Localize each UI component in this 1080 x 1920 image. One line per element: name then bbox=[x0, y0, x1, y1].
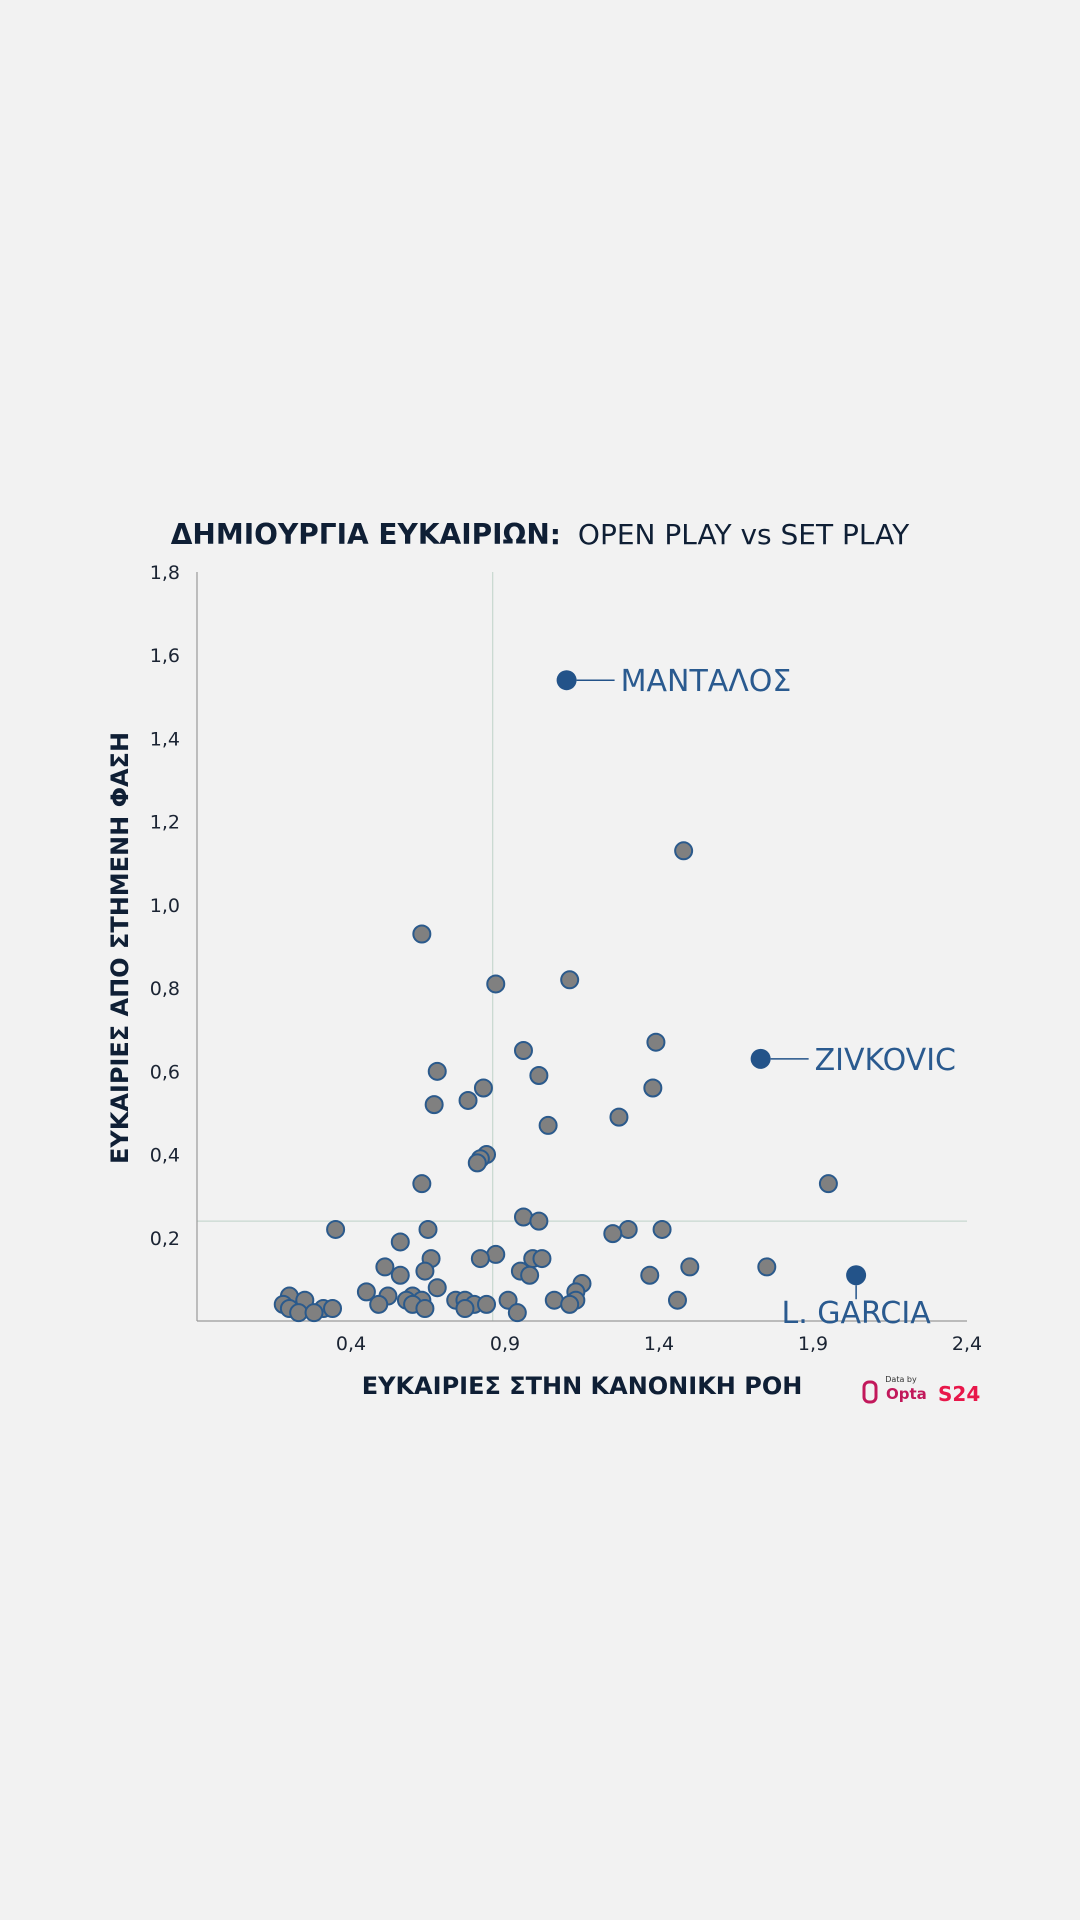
data-by-label: Data by bbox=[885, 1375, 917, 1384]
axes: 0,4 0,9 1,4 1,9 2,4 0,2 0,4 0,6 0,8 1,0 1,2 1,4 1,6 1… bbox=[150, 562, 982, 1355]
highlight-label: L. GARCIA bbox=[782, 1296, 932, 1331]
data-point bbox=[538, 1115, 558, 1135]
data-point bbox=[609, 1107, 629, 1127]
data-point bbox=[618, 1219, 638, 1239]
data-point bbox=[674, 841, 694, 861]
data-point bbox=[667, 1290, 687, 1310]
data-point bbox=[560, 1294, 580, 1314]
opta-mark-icon bbox=[862, 1380, 878, 1404]
data-point bbox=[390, 1265, 410, 1285]
data-point bbox=[418, 1219, 438, 1239]
data-point bbox=[603, 1224, 623, 1244]
data-point bbox=[427, 1278, 447, 1298]
data-point bbox=[473, 1078, 493, 1098]
data-point bbox=[532, 1249, 552, 1269]
data-points bbox=[273, 841, 838, 1323]
highlight-point bbox=[750, 1048, 771, 1069]
data-point bbox=[507, 1303, 527, 1323]
data-point bbox=[412, 924, 432, 944]
x-tick-label: 1,4 bbox=[644, 1333, 674, 1355]
data-point bbox=[326, 1219, 346, 1239]
data-point bbox=[486, 974, 506, 994]
y-tick-label: 0,6 bbox=[150, 1061, 180, 1083]
highlighted-players: ΜΑΝΤΑΛΟΣ ZIVKOVIC L. GARCIA bbox=[556, 664, 956, 1331]
opta-label: Opta bbox=[886, 1385, 927, 1403]
data-point bbox=[369, 1294, 389, 1314]
highlight-label: ΜΑΝΤΑΛΟΣ bbox=[621, 664, 792, 699]
data-point bbox=[323, 1299, 343, 1319]
y-axis-title: ΕΥΚΑΙΡΙΕΣ ΑΠΟ ΣΤΗΜΕΝΗ ΦΑΣΗ bbox=[106, 732, 134, 1164]
x-tick-label: 1,9 bbox=[798, 1333, 828, 1355]
y-tick-label: 0,8 bbox=[150, 978, 180, 1000]
data-point bbox=[412, 1174, 432, 1194]
data-point bbox=[304, 1303, 324, 1323]
x-axis-title: ΕΥΚΑΙΡΙΕΣ ΣΤΗΝ ΚΑΝΟΝΙΚΗ ΡΟΗ bbox=[362, 1372, 803, 1400]
data-point bbox=[458, 1090, 478, 1110]
data-point bbox=[467, 1153, 487, 1173]
data-point bbox=[757, 1257, 777, 1277]
x-tick-label: 0,9 bbox=[490, 1333, 520, 1355]
highlight-label: ZIVKOVIC bbox=[815, 1043, 956, 1078]
y-tick-label: 1,8 bbox=[150, 562, 180, 584]
data-point bbox=[427, 1061, 447, 1081]
data-point bbox=[486, 1244, 506, 1264]
highlight-point bbox=[846, 1265, 867, 1286]
data-point bbox=[356, 1282, 376, 1302]
data-point bbox=[455, 1299, 475, 1319]
s24-logo: S24 bbox=[938, 1382, 980, 1406]
data-point bbox=[415, 1261, 435, 1281]
chart-title-regular: OPEN PLAY vs SET PLAY bbox=[578, 518, 910, 551]
data-point bbox=[818, 1174, 838, 1194]
data-point bbox=[424, 1095, 444, 1115]
data-point bbox=[375, 1257, 395, 1277]
data-point bbox=[390, 1232, 410, 1252]
data-point bbox=[643, 1078, 663, 1098]
data-point bbox=[520, 1265, 540, 1285]
data-point bbox=[498, 1290, 518, 1310]
data-point bbox=[513, 1207, 533, 1227]
data-point bbox=[470, 1249, 490, 1269]
x-tick-label: 0,4 bbox=[336, 1333, 366, 1355]
data-point bbox=[529, 1065, 549, 1085]
chart-title: ΔΗΜΙΟΥΡΓΙΑ ΕΥΚΑΙΡΙΩΝ: OPEN PLAY vs SET P… bbox=[171, 518, 910, 551]
y-tick-label: 0,2 bbox=[150, 1228, 180, 1250]
y-tick-label: 1,6 bbox=[150, 645, 180, 667]
s24-label: S24 bbox=[938, 1382, 980, 1406]
y-tick-label: 0,4 bbox=[150, 1145, 180, 1167]
reference-lines bbox=[197, 572, 967, 1321]
y-tick-label: 1,0 bbox=[150, 895, 180, 917]
chart-title-bold: ΔΗΜΙΟΥΡΓΙΑ ΕΥΚΑΙΡΙΩΝ: bbox=[171, 518, 561, 551]
data-point bbox=[646, 1032, 666, 1052]
data-point bbox=[513, 1041, 533, 1061]
x-tick-label: 2,4 bbox=[952, 1333, 982, 1355]
data-point bbox=[415, 1299, 435, 1319]
data-point bbox=[640, 1265, 660, 1285]
highlight-point bbox=[556, 670, 577, 691]
data-point bbox=[477, 1294, 497, 1314]
data-point bbox=[544, 1290, 564, 1310]
data-point bbox=[680, 1257, 700, 1277]
data-point bbox=[652, 1219, 672, 1239]
data-point bbox=[560, 970, 580, 990]
y-tick-label: 1,2 bbox=[150, 812, 180, 834]
opta-logo: Data by Opta bbox=[862, 1375, 927, 1404]
data-point bbox=[529, 1211, 549, 1231]
y-tick-label: 1,4 bbox=[150, 728, 180, 750]
